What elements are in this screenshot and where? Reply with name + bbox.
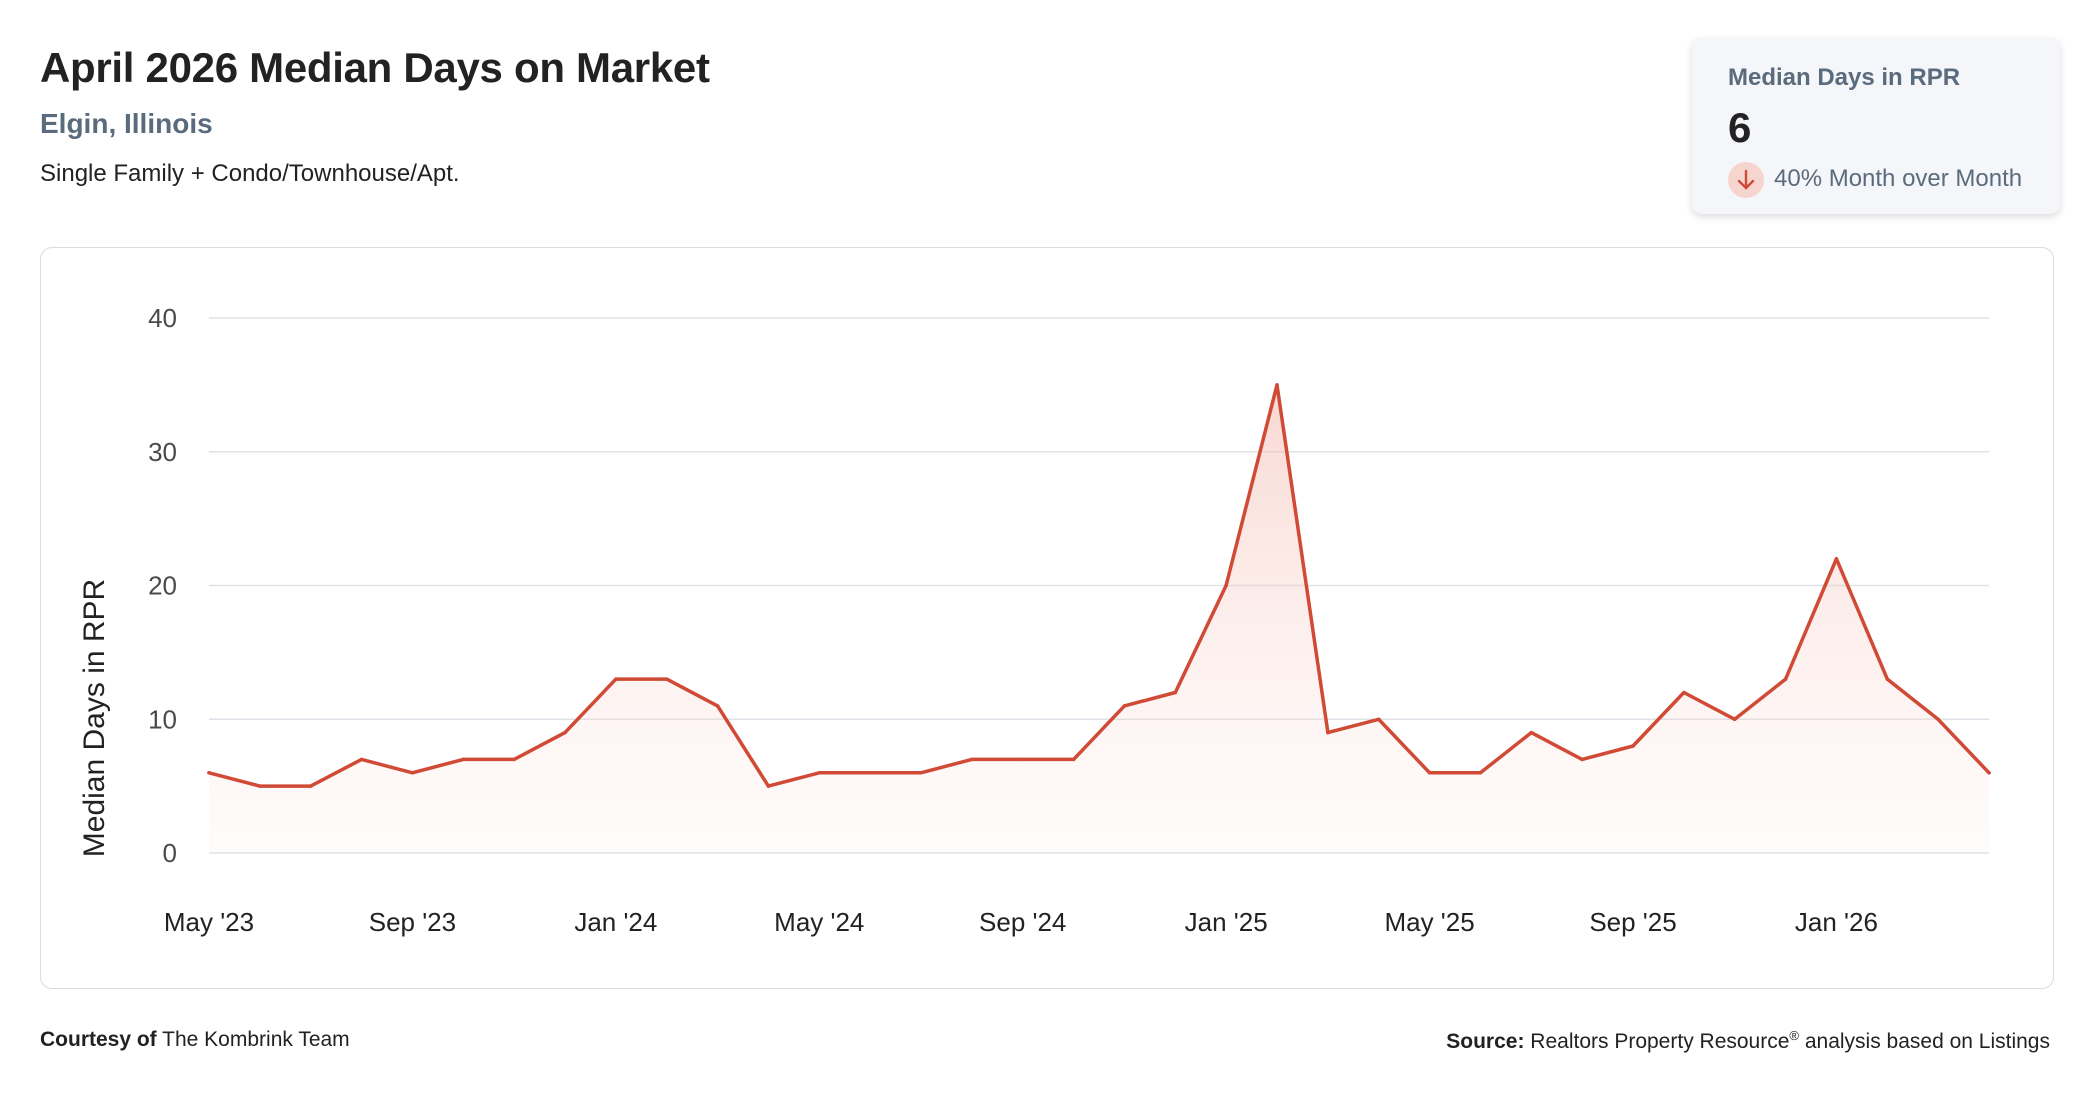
data-point — [664, 677, 669, 681]
arrow-down-icon — [1728, 162, 1764, 198]
data-point — [715, 704, 720, 708]
data-point — [1071, 757, 1076, 762]
x-tick-label: May '24 — [774, 907, 864, 937]
page-title: April 2026 Median Days on Market — [40, 44, 710, 91]
data-point — [461, 757, 466, 762]
data-point — [817, 770, 822, 775]
stat-label: Median Days in RPR — [1728, 64, 1961, 91]
stat-change-text: 40% Month over Month — [1774, 165, 2023, 192]
location-label: Elgin, Illinois — [40, 108, 213, 139]
courtesy-name: The Kombrink Team — [162, 1028, 350, 1051]
source-text-2: analysis based on Listings — [1799, 1030, 2050, 1053]
courtesy-credit: Courtesy of The Kombrink Team — [40, 1028, 350, 1052]
source-credit: Source: Realtors Property Resource® anal… — [1446, 1028, 2050, 1054]
y-tick-label: 30 — [148, 437, 177, 467]
x-tick-label: Sep '25 — [1589, 907, 1676, 937]
y-tick-label: 10 — [148, 704, 177, 734]
data-point — [1936, 717, 1940, 722]
courtesy-label: Courtesy of — [40, 1028, 157, 1051]
stat-value: 6 — [1728, 104, 1752, 151]
data-point — [1173, 690, 1178, 695]
data-point — [919, 770, 923, 775]
data-point — [1020, 757, 1025, 762]
data-point — [207, 770, 211, 775]
y-tick-label: 20 — [148, 571, 177, 601]
x-tick-label: May '23 — [164, 907, 254, 937]
data-point — [766, 784, 771, 788]
data-point — [1834, 556, 1839, 561]
data-point — [1732, 717, 1737, 722]
source-label: Source: — [1446, 1030, 1525, 1053]
data-point — [1783, 677, 1788, 681]
x-tick-label: Jan '25 — [1185, 907, 1268, 937]
data-point — [410, 770, 415, 775]
line-chart: 0 10 20 30 40 May '23 Sep '23 Jan '24 May '24 Se… — [78, 303, 1991, 937]
chart-container: 0 10 20 30 40 May '23 Sep '23 Jan '24 May '24 Se… — [40, 247, 2054, 989]
x-tick-label: Sep '24 — [979, 907, 1066, 937]
data-point — [1631, 744, 1635, 748]
data-line — [207, 383, 1991, 788]
data-point — [359, 757, 364, 762]
source-text: Realtors Property Resource — [1530, 1030, 1790, 1053]
summary-stat-card: Median Days in RPR 6 40% Month over Mont… — [1692, 38, 2060, 214]
y-tick-label: 0 — [163, 838, 177, 868]
data-point — [614, 677, 618, 681]
y-tick-label: 40 — [148, 303, 177, 333]
data-point — [512, 757, 516, 762]
data-point — [1224, 583, 1228, 588]
x-axis-ticks: May '23 Sep '23 Jan '24 May '24 Sep '24 Jan '… — [164, 907, 1878, 937]
data-point — [1427, 770, 1432, 775]
data-point — [258, 784, 262, 788]
data-point — [1885, 677, 1890, 681]
data-point — [563, 730, 567, 735]
data-point — [868, 770, 872, 775]
registered-mark: ® — [1789, 1028, 1799, 1043]
data-point — [1326, 730, 1330, 735]
data-point — [1122, 704, 1127, 708]
y-axis-ticks: 0 10 20 30 40 — [148, 303, 177, 868]
data-point — [1580, 757, 1584, 762]
x-tick-label: Jan '24 — [574, 907, 657, 937]
data-point — [1275, 383, 1279, 387]
data-area-fill — [209, 384, 1989, 853]
x-tick-label: May '25 — [1384, 907, 1474, 937]
data-point — [1478, 770, 1483, 775]
y-axis-title: Median Days in RPR — [78, 579, 111, 857]
data-point — [308, 784, 313, 788]
x-tick-label: Jan '26 — [1795, 907, 1878, 937]
data-point — [1987, 770, 1991, 775]
data-point — [1376, 717, 1381, 722]
property-type-label: Single Family + Condo/Townhouse/Apt. — [40, 160, 460, 187]
data-points — [207, 383, 1991, 788]
data-point — [1529, 730, 1534, 735]
data-point — [970, 757, 974, 762]
x-tick-label: Sep '23 — [369, 907, 456, 937]
data-point — [1682, 690, 1686, 695]
